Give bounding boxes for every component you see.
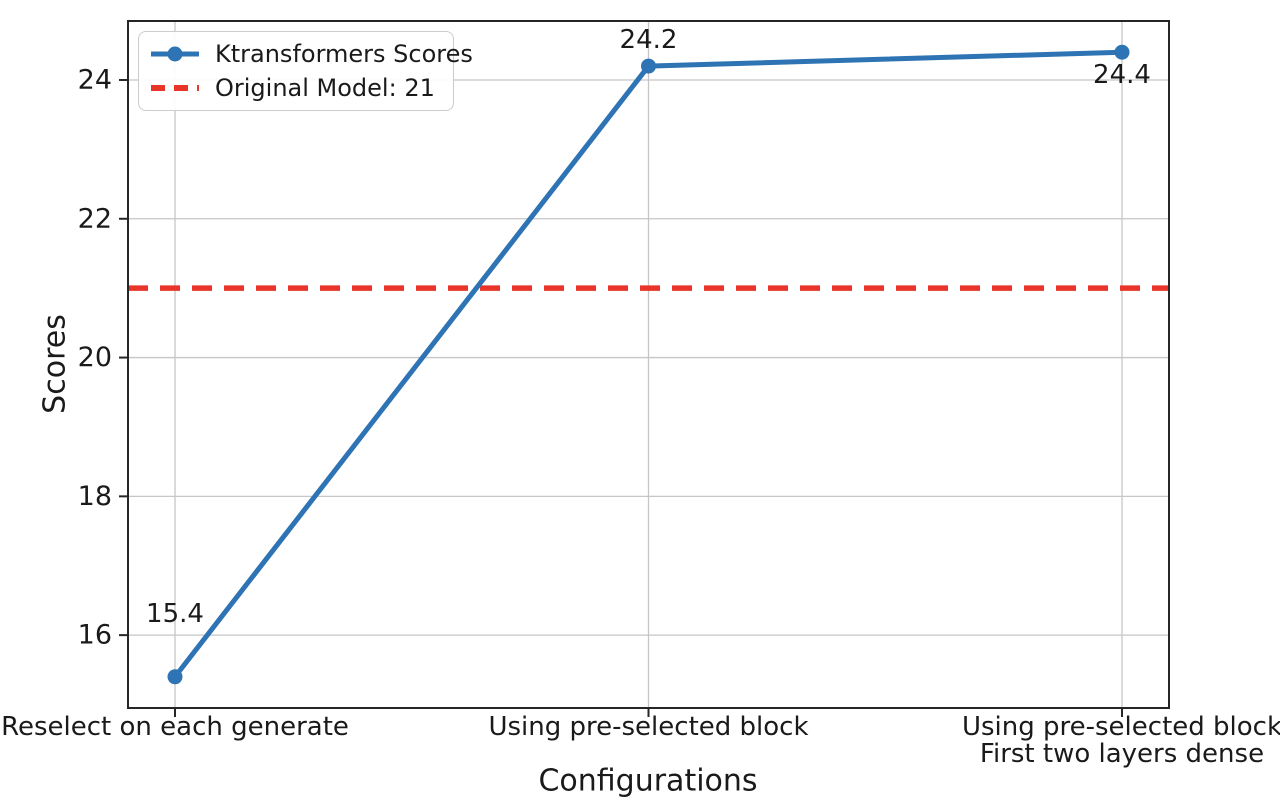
data-point-label: 15.4 [146, 599, 204, 629]
y-tick-label: 20 [78, 342, 112, 373]
x-tick-label: Using pre-selected block [488, 712, 808, 742]
x-tick-label: Reselect on each generate [1, 712, 349, 742]
legend-label: Ktransformers Scores [215, 40, 473, 68]
x-axis-label: Configurations [538, 763, 758, 799]
y-tick-label: 22 [78, 203, 112, 234]
data-point-marker [1114, 44, 1130, 60]
data-point-marker [641, 58, 656, 74]
y-tick-label: 24 [78, 64, 112, 95]
x-tick-label: Using pre-selected block First two layers… [962, 712, 1280, 769]
legend-item-original-model: Original Model: 21 [149, 74, 441, 102]
data-point-label: 24.2 [620, 25, 678, 55]
line-marker-sample-icon [151, 46, 199, 62]
legend-label: Original Model: 21 [215, 74, 435, 102]
y-tick-label: 18 [78, 481, 112, 512]
dashed-line-sample-icon [151, 85, 199, 91]
data-point-marker [167, 669, 183, 685]
legend-item-ktransformers: Ktransformers Scores [149, 40, 473, 68]
legend-marker-dot [167, 46, 183, 62]
y-tick-label: 16 [78, 620, 112, 651]
y-axis-label: Scores [37, 314, 73, 414]
data-point-label: 24.4 [1093, 60, 1151, 90]
legend: Ktransformers Scores Original Model: 21 [138, 31, 473, 111]
